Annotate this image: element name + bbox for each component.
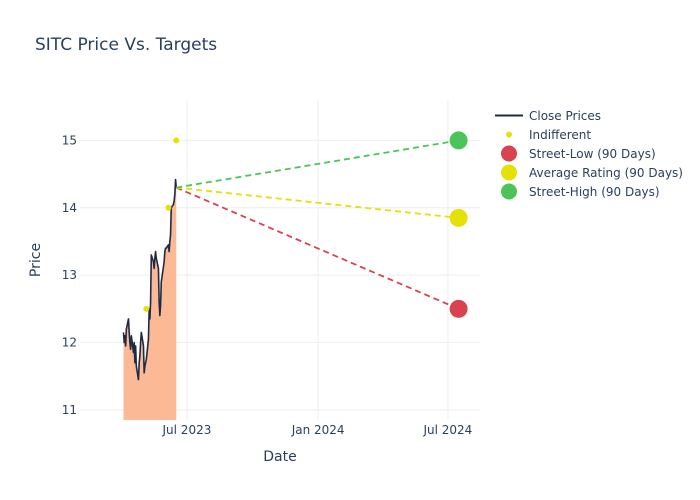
y-tick-label: 11	[62, 403, 77, 417]
legend-label: Street-High (90 Days)	[529, 184, 660, 199]
legend-swatch	[501, 145, 517, 162]
legend-dot-icon	[501, 145, 517, 162]
indifferent-rating-point	[143, 305, 150, 312]
legend-item[interactable]: Street-High (90 Days)	[494, 182, 683, 201]
legend-item[interactable]: Close Prices	[494, 106, 683, 125]
x-axis-title: Date	[263, 449, 296, 465]
legend-item[interactable]: Indifferent	[494, 125, 683, 144]
legend-label: Average Rating (90 Days)	[529, 165, 683, 180]
legend-dot-icon	[506, 131, 512, 138]
legend-swatch	[506, 131, 512, 138]
legend-swatch	[495, 114, 523, 117]
indifferent-rating-point	[173, 137, 180, 144]
close-price-area	[123, 179, 177, 420]
axes: 11 12 13 14 15 Jul 2023 Jan 2024 Jul 2024	[62, 133, 473, 437]
legend-label: Street-Low (90 Days)	[529, 146, 656, 161]
x-tick-label: Jan 2024	[291, 423, 345, 437]
legend: Close Prices Indifferent Street-Low (90 Da…	[494, 106, 683, 201]
x-tick-label: Jul 2023	[162, 423, 212, 437]
y-tick-label: 14	[62, 201, 77, 215]
x-tick-label: Jul 2024	[422, 423, 472, 437]
target-line	[176, 139, 459, 189]
close-price-line	[122, 178, 178, 381]
target-point	[449, 131, 468, 150]
grid	[80, 100, 480, 420]
legend-swatch	[501, 164, 517, 181]
y-tick-label: 15	[62, 133, 77, 147]
chart-title: SITC Price Vs. Targets	[35, 35, 217, 55]
target-line	[175, 186, 459, 310]
legend-dot-icon	[501, 164, 517, 181]
y-tick-label: 13	[62, 268, 77, 282]
y-tick-label: 12	[62, 336, 77, 350]
target-point	[449, 299, 468, 318]
target-line	[176, 186, 459, 219]
legend-item[interactable]: Average Rating (90 Days)	[494, 163, 683, 182]
legend-label: Indifferent	[529, 127, 592, 142]
legend-item[interactable]: Street-Low (90 Days)	[494, 144, 683, 163]
target-point	[449, 208, 468, 227]
legend-dot-icon	[501, 183, 517, 200]
indifferent-rating-point	[165, 204, 172, 211]
legend-label: Close Prices	[529, 108, 602, 123]
series-layer	[122, 131, 468, 420]
legend-swatch	[501, 183, 517, 200]
y-axis-title: Price	[28, 243, 44, 277]
